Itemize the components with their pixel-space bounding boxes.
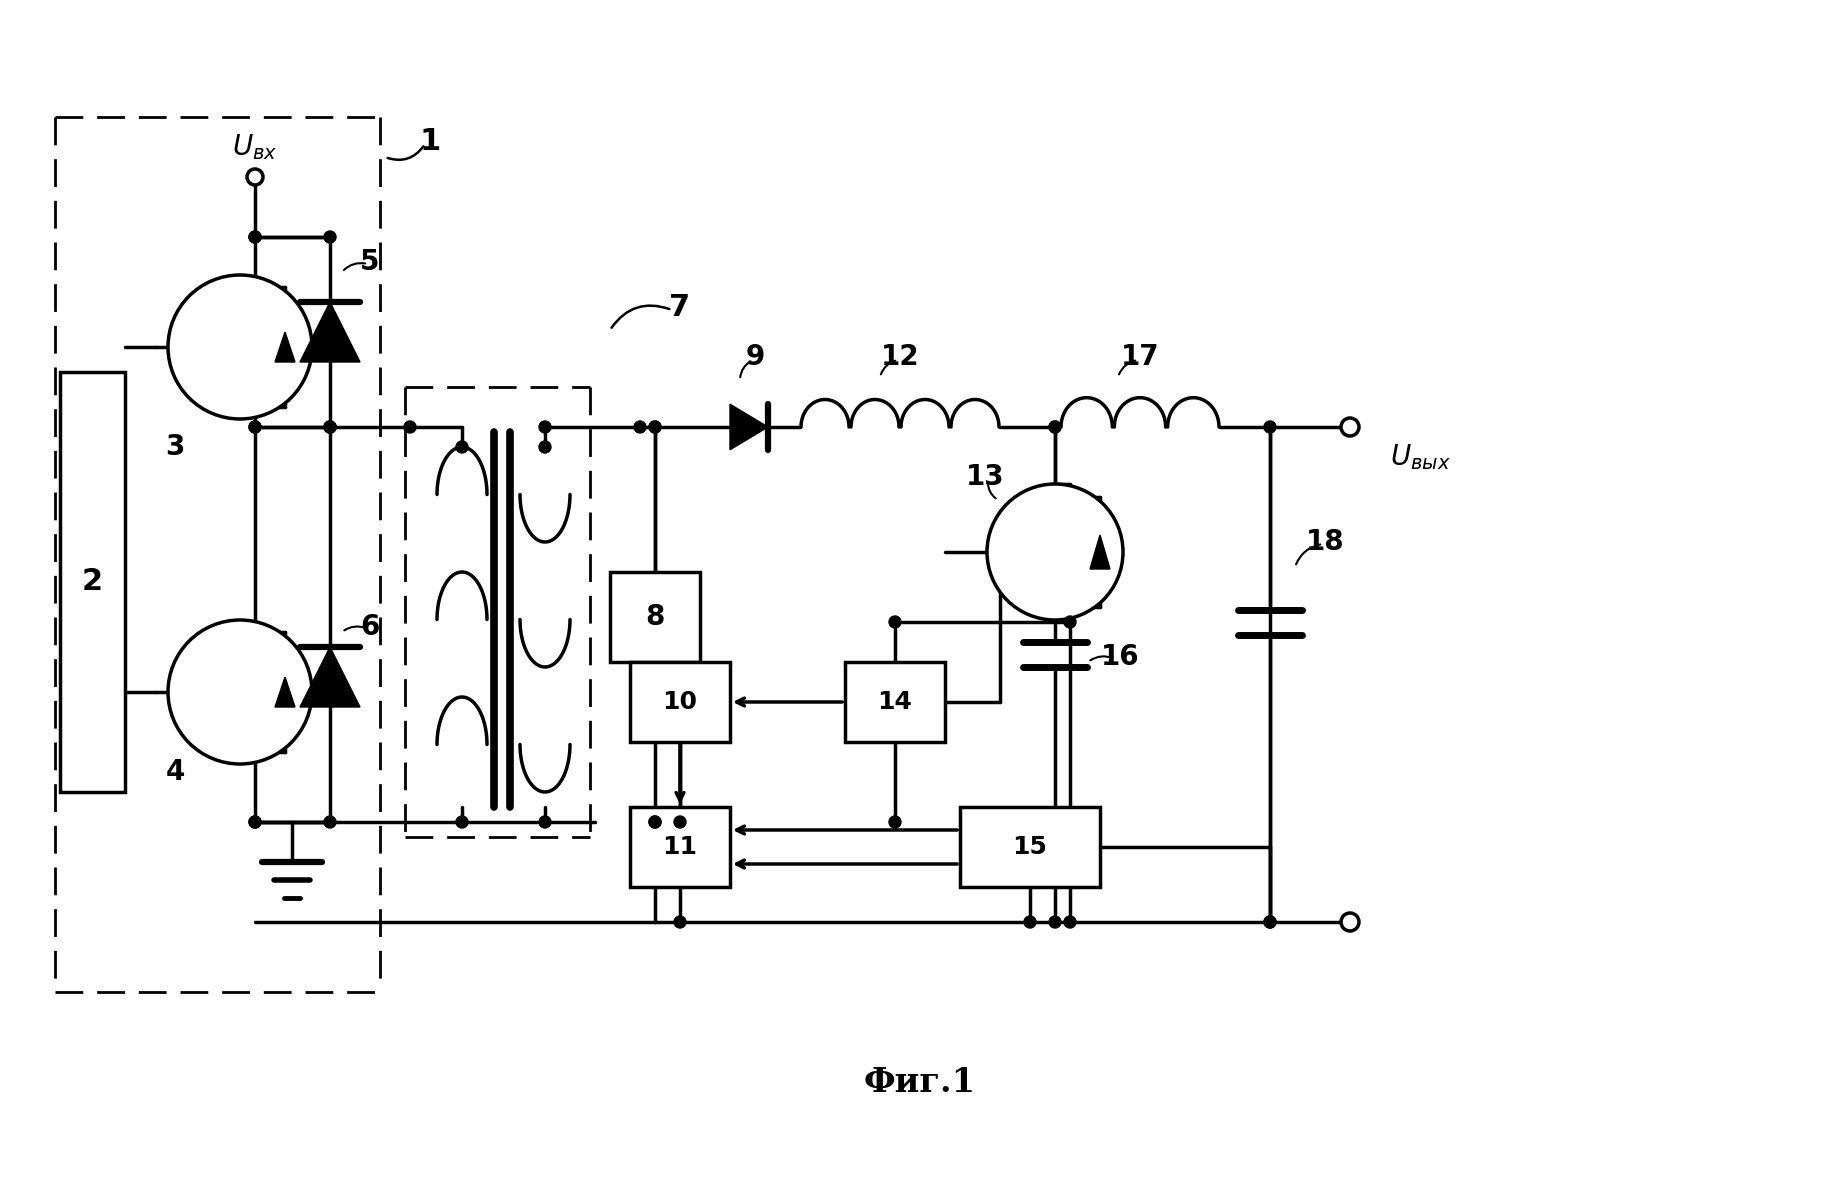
- Circle shape: [1024, 916, 1035, 928]
- Circle shape: [1048, 422, 1061, 433]
- Text: 5: 5: [360, 247, 379, 276]
- Circle shape: [649, 422, 660, 433]
- Bar: [61, 372, 125, 792]
- Circle shape: [1048, 422, 1061, 433]
- Circle shape: [248, 422, 261, 433]
- Circle shape: [248, 816, 261, 828]
- Text: $U_{вых}$: $U_{вых}$: [1388, 442, 1449, 472]
- Circle shape: [539, 440, 550, 453]
- Circle shape: [1341, 418, 1359, 436]
- Circle shape: [248, 422, 261, 433]
- Circle shape: [1263, 916, 1274, 928]
- Circle shape: [888, 816, 901, 828]
- Bar: [629, 662, 730, 742]
- Text: 18: 18: [1306, 528, 1344, 556]
- Circle shape: [1341, 913, 1359, 931]
- Circle shape: [649, 816, 660, 828]
- Circle shape: [456, 440, 467, 453]
- Text: 14: 14: [877, 690, 912, 714]
- Circle shape: [324, 422, 337, 433]
- Circle shape: [246, 169, 263, 185]
- Circle shape: [324, 422, 337, 433]
- Polygon shape: [730, 404, 767, 450]
- Circle shape: [649, 816, 660, 828]
- Circle shape: [673, 816, 686, 828]
- Text: 6: 6: [360, 613, 379, 641]
- Text: 9: 9: [745, 343, 765, 371]
- Bar: [844, 662, 945, 742]
- Circle shape: [456, 816, 467, 828]
- Circle shape: [167, 275, 313, 419]
- Text: 2: 2: [83, 567, 103, 597]
- Circle shape: [405, 422, 416, 433]
- Circle shape: [248, 231, 261, 243]
- Polygon shape: [300, 646, 360, 707]
- Text: 7: 7: [669, 292, 690, 322]
- Circle shape: [673, 916, 686, 928]
- Circle shape: [324, 422, 337, 433]
- Circle shape: [539, 816, 550, 828]
- Bar: [611, 572, 699, 662]
- Circle shape: [1048, 916, 1061, 928]
- Circle shape: [324, 816, 337, 828]
- Circle shape: [324, 231, 337, 243]
- Text: 4: 4: [166, 758, 184, 786]
- Text: $U_{вх}$: $U_{вх}$: [232, 133, 278, 162]
- Text: 17: 17: [1120, 343, 1159, 371]
- Circle shape: [649, 422, 660, 433]
- Circle shape: [1263, 916, 1274, 928]
- Circle shape: [539, 422, 550, 433]
- Bar: [960, 807, 1100, 887]
- Text: 1: 1: [419, 128, 440, 156]
- Text: 16: 16: [1100, 643, 1138, 671]
- Circle shape: [986, 484, 1122, 620]
- Circle shape: [248, 816, 261, 828]
- Circle shape: [888, 616, 901, 628]
- Text: 3: 3: [166, 433, 184, 461]
- Polygon shape: [300, 302, 360, 362]
- Circle shape: [1063, 916, 1076, 928]
- Polygon shape: [274, 677, 294, 707]
- Bar: [629, 807, 730, 887]
- Text: 13: 13: [965, 463, 1004, 491]
- Text: 12: 12: [881, 343, 920, 371]
- Circle shape: [1063, 616, 1076, 628]
- Circle shape: [248, 231, 261, 243]
- Circle shape: [1263, 422, 1274, 433]
- Text: 11: 11: [662, 835, 697, 860]
- Text: 8: 8: [645, 603, 664, 631]
- Polygon shape: [274, 332, 294, 362]
- Text: 10: 10: [662, 690, 697, 714]
- Circle shape: [634, 422, 645, 433]
- Circle shape: [167, 620, 313, 764]
- Polygon shape: [1089, 535, 1109, 570]
- Text: Фиг.1: Фиг.1: [864, 1066, 975, 1099]
- Text: 15: 15: [1011, 835, 1046, 860]
